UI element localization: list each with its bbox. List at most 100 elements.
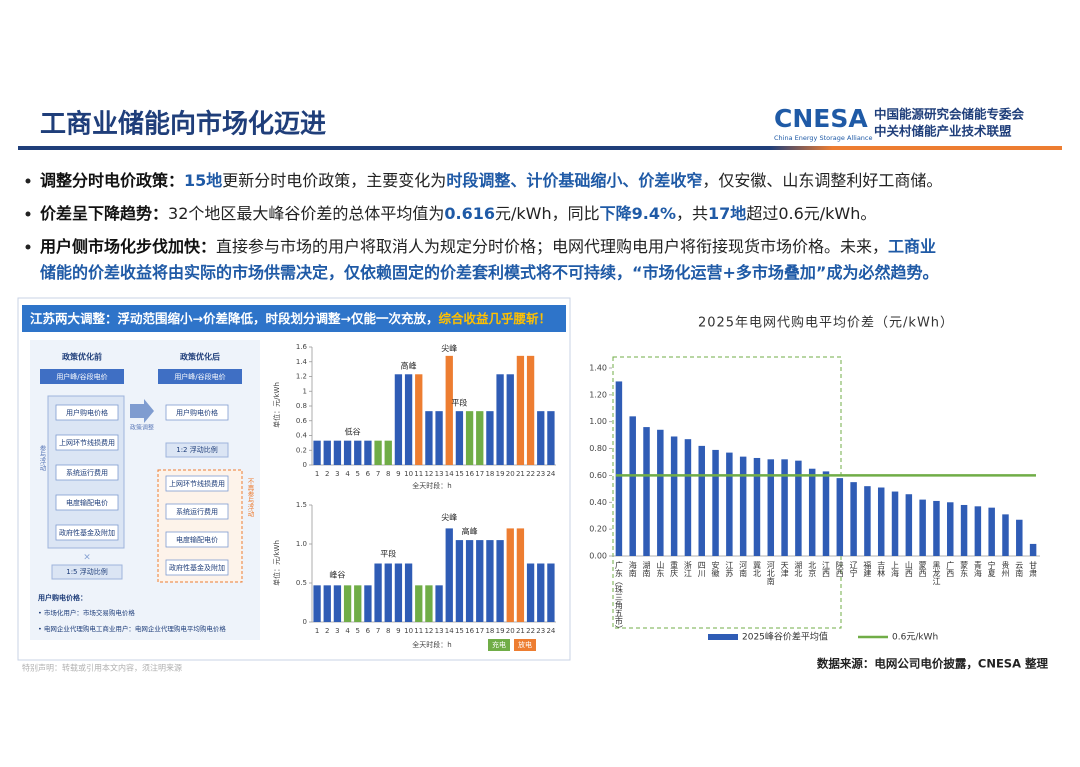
x-tick-label: 23 (536, 470, 545, 478)
y-tick-label: 0 (303, 618, 307, 626)
bar (343, 585, 352, 622)
box (51, 564, 123, 580)
box-text: 用户峰/谷段电价 (174, 372, 225, 381)
x-tick-label: 1 (315, 470, 319, 478)
bar (537, 411, 545, 465)
x-tick-label: 6 (366, 470, 371, 478)
y-tick-label: 1.6 (296, 343, 308, 351)
x-axis-label: 全天时段：h (412, 481, 451, 490)
x-tick-label: 甘肃 (1029, 560, 1038, 578)
x-tick-label: 5 (356, 470, 360, 478)
x-tick-label: 9 (396, 470, 400, 478)
x-tick-label: 10 (404, 470, 413, 478)
bar (333, 585, 342, 622)
x-tick-label: 16 (465, 470, 474, 478)
bar (822, 471, 830, 556)
x-tick-label: 11 (414, 627, 423, 635)
bar (455, 540, 464, 622)
x-tick-label: 9 (396, 627, 400, 635)
x-tick-label: 广西 (946, 560, 955, 578)
bar (891, 491, 899, 556)
x-tick-label: 17 (475, 470, 484, 478)
bar (333, 440, 342, 465)
y-tick-label: 0.2 (296, 446, 307, 454)
text-run: 江苏两大调整：浮动范围缩小→价差降低，时段划分调整→仅能一次充放， (30, 311, 438, 326)
bar (374, 440, 382, 465)
bar (354, 440, 362, 465)
panel-banner (22, 305, 566, 332)
box (158, 369, 242, 384)
y-tick-label: 1 (303, 387, 307, 395)
bar (313, 440, 321, 465)
bar (657, 429, 664, 556)
side-label: 参与浮动 (38, 444, 46, 473)
note: • 电网企业代理购电工商业用户：电网企业代理购电平均购电价格 (38, 624, 226, 633)
slide-title: 工商业储能向市场化迈进 (40, 109, 326, 140)
bar (435, 585, 443, 622)
y-tick-label: 0.80 (589, 444, 607, 453)
bar (496, 374, 504, 465)
bar (781, 459, 788, 556)
text-run: 用户侧市场化步伐加快： (40, 237, 216, 256)
note: • 市场化用户：市场交易购电价格 (38, 608, 135, 617)
bar (836, 478, 844, 556)
text-run: 直接参与市场的用户将取消人为规定分时价格；电网代理购电用户将衔接现货市场价格。未… (216, 237, 888, 256)
annotation: 平段 (380, 549, 396, 559)
x-tick-label: 4 (345, 627, 350, 635)
bar (364, 585, 372, 622)
text-run: 超过0.6元/kWh。 (746, 204, 876, 223)
x-tick-label: 12 (424, 470, 433, 478)
bar (795, 460, 802, 556)
bar (537, 563, 545, 622)
bullet-dot (25, 244, 31, 250)
x-tick-label: 上海 (891, 561, 900, 578)
legend-label: 充电 (492, 640, 506, 649)
arrow (130, 399, 154, 423)
x-tick-label: 冀北 (752, 560, 761, 578)
x-tick-label: 18 (485, 470, 494, 478)
legend-label: 2025峰谷价差平均值 (742, 631, 828, 643)
x-tick-label: 宁夏 (987, 560, 996, 577)
y-tick-label: 1.00 (589, 417, 607, 426)
after-items: 上网环节线损费用 系统运行费用 电度输配电价 政府性基金及附加 (165, 475, 229, 576)
bar (496, 540, 504, 622)
box-text: 用户购电价格 (66, 408, 108, 417)
x-tick-label: 3 (335, 627, 339, 635)
x-tick-label: 5 (356, 627, 360, 635)
bar (384, 440, 392, 465)
annotation: 峰谷 (329, 570, 345, 580)
x-tick-label: 河南 (739, 560, 748, 577)
x-tick-label: 河北南 (766, 560, 775, 585)
x-tick-label: 湖南 (642, 561, 651, 577)
bar (394, 563, 403, 622)
bar (465, 540, 474, 622)
x-tick-label: 天津 (780, 561, 789, 578)
text-run: 元/kWh，同比 (495, 204, 600, 223)
y-tick-label: 1.2 (296, 373, 307, 381)
box-text: 电度输配电价 (176, 535, 218, 544)
annotation: 低谷 (345, 426, 361, 436)
x-tick-label: 8 (386, 627, 390, 635)
x-tick-label: 24 (546, 470, 555, 478)
bar (455, 411, 464, 465)
x-tick-label: 青海 (973, 560, 982, 578)
box-text: 1:5 浮动比例 (66, 567, 108, 576)
y-tick-label: 0.20 (589, 525, 607, 534)
bar (313, 585, 321, 622)
legend-swatch (514, 639, 536, 651)
x-tick-label: 20 (506, 627, 515, 635)
side-label: 不再参与浮动 (246, 478, 254, 519)
bar (516, 355, 525, 465)
x-tick-label: 2 (325, 627, 329, 635)
x-tick-label: 贵州 (1001, 560, 1010, 577)
x-tick-label: 2 (325, 470, 329, 478)
box-text: 用户峰/谷段电价 (56, 372, 107, 381)
bar (1002, 514, 1009, 556)
x-tick-label: 1 (315, 627, 319, 635)
box (165, 475, 229, 492)
text-run: 综合收益几乎腰斩！ (438, 311, 551, 326)
x-tick-label: 云南 (1015, 561, 1024, 577)
x-tick-label: 广东（珠三角五市） (614, 560, 623, 633)
bar (476, 540, 484, 622)
note: 用户购电价格： (38, 593, 87, 602)
